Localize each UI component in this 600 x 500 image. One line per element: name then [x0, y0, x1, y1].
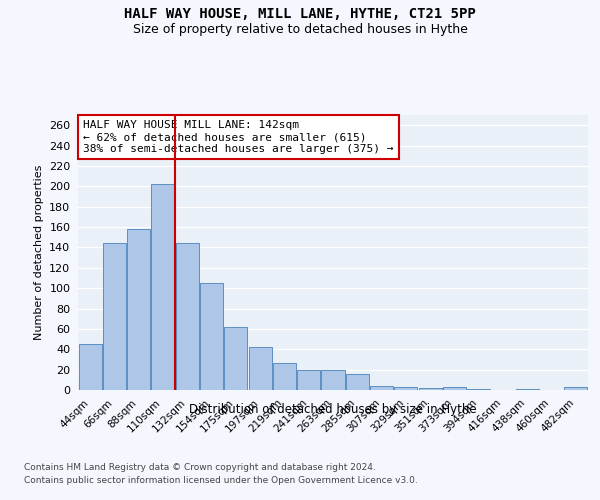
Text: Contains public sector information licensed under the Open Government Licence v3: Contains public sector information licen…: [24, 476, 418, 485]
Bar: [248, 347, 272, 390]
Text: Distribution of detached houses by size in Hythe: Distribution of detached houses by size …: [189, 402, 477, 415]
Bar: [467, 389, 490, 390]
Text: Contains HM Land Registry data © Crown copyright and database right 2024.: Contains HM Land Registry data © Crown c…: [24, 462, 376, 471]
Text: HALF WAY HOUSE MILL LANE: 142sqm
← 62% of detached houses are smaller (615)
38% : HALF WAY HOUSE MILL LANE: 142sqm ← 62% o…: [83, 120, 394, 154]
Bar: [273, 362, 296, 390]
Bar: [443, 387, 466, 390]
Text: Size of property relative to detached houses in Hythe: Size of property relative to detached ho…: [133, 22, 467, 36]
Bar: [151, 184, 175, 390]
Bar: [516, 389, 539, 390]
Bar: [176, 244, 199, 390]
Bar: [127, 229, 150, 390]
Text: HALF WAY HOUSE, MILL LANE, HYTHE, CT21 5PP: HALF WAY HOUSE, MILL LANE, HYTHE, CT21 5…: [124, 8, 476, 22]
Bar: [79, 344, 101, 390]
Bar: [346, 374, 369, 390]
Bar: [322, 370, 344, 390]
Bar: [370, 386, 393, 390]
Bar: [103, 244, 126, 390]
Bar: [200, 283, 223, 390]
Y-axis label: Number of detached properties: Number of detached properties: [34, 165, 44, 340]
Bar: [419, 388, 442, 390]
Bar: [224, 327, 247, 390]
Bar: [394, 387, 418, 390]
Bar: [565, 387, 587, 390]
Bar: [297, 370, 320, 390]
